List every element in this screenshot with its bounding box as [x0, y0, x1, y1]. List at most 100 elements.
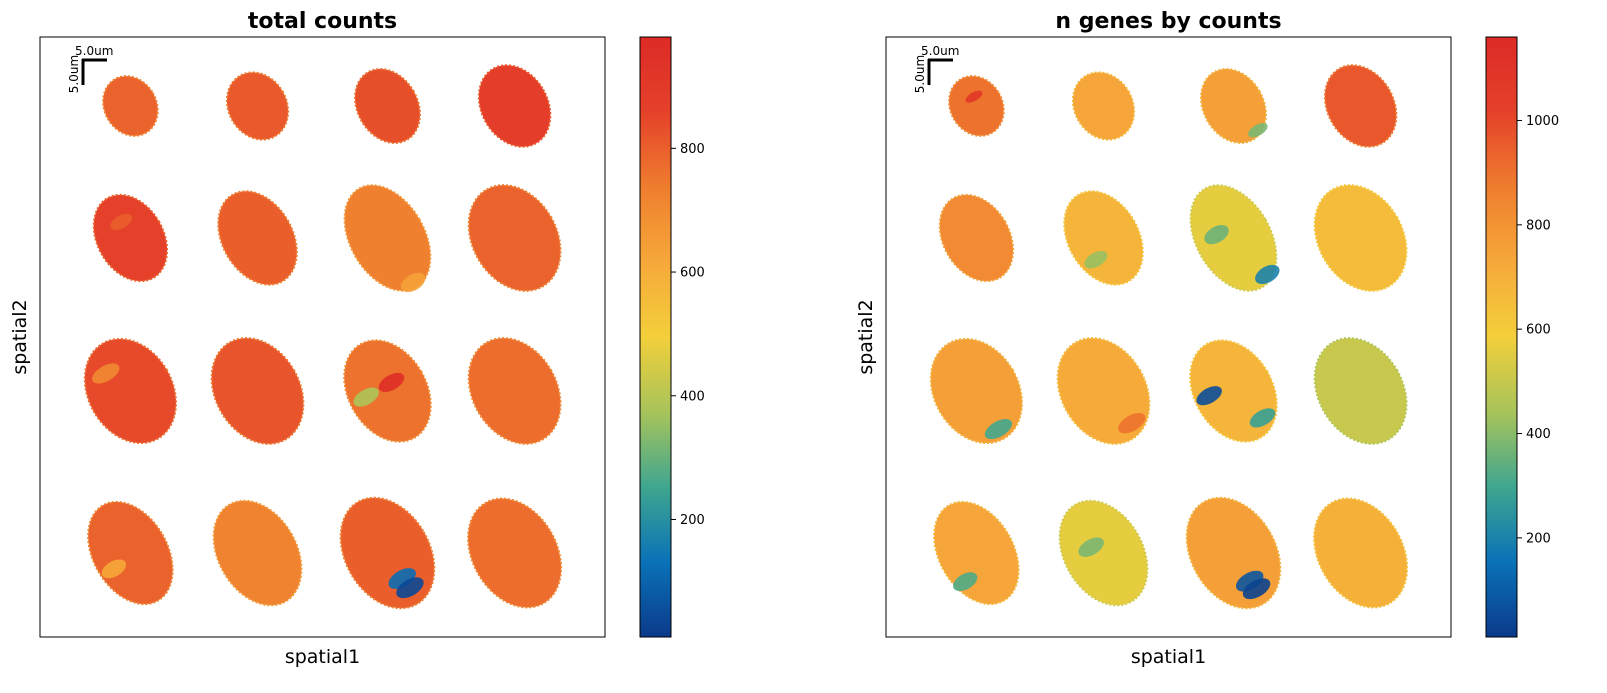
sample-r3c4: [1313, 337, 1408, 445]
colorbar: 200 400 600 800 1000: [1485, 36, 1559, 638]
colorbar-gradient: [639, 36, 672, 638]
scalebar-y-label: 5.0um: [913, 55, 927, 93]
sample-r3c1: [929, 337, 1023, 445]
y-axis-label: spatial2: [9, 299, 31, 374]
sample-r4c1: [933, 500, 1020, 606]
sample-tissue: [102, 75, 159, 137]
colorbar-tick-label: 600: [680, 266, 705, 281]
sample-tissue: [1323, 64, 1398, 148]
value-region: [400, 272, 426, 293]
sample-r1c3: [353, 68, 421, 144]
sample-r2c3: [1189, 184, 1280, 292]
sample-tissue: [929, 337, 1023, 445]
value-region: [953, 572, 978, 592]
sample-r4c3: [1185, 496, 1282, 610]
value-region: [1204, 225, 1229, 245]
sample-tissue: [212, 499, 303, 607]
value-region: [1084, 250, 1108, 269]
sample-r3c1: [83, 337, 177, 445]
sample-r2c4: [1313, 184, 1408, 292]
sample-tissue: [343, 184, 432, 292]
sample-tissue: [1071, 71, 1136, 141]
sample-r3c2: [210, 337, 305, 445]
sample-tissue: [225, 71, 290, 141]
sample-r4c3: [339, 496, 436, 610]
sample-r1c3: [1199, 68, 1268, 144]
sample-r3c2: [1056, 337, 1151, 445]
value-region: [1078, 537, 1104, 557]
value-region: [110, 213, 132, 231]
sample-r1c4: [477, 64, 552, 148]
sample-tissue: [87, 500, 174, 606]
value-region: [101, 559, 127, 579]
sample-r4c4: [467, 497, 563, 609]
sample-r1c2: [1071, 71, 1136, 141]
value-region: [965, 90, 983, 103]
sample-r4c4: [1313, 497, 1409, 609]
sample-r3c4: [467, 337, 562, 445]
sample-tissue: [1063, 190, 1144, 286]
chart-title: total counts: [248, 9, 397, 34]
sample-r4c2: [212, 499, 303, 607]
sample-r2c3: [343, 184, 432, 293]
x-axis-label: spatial1: [285, 646, 360, 668]
scalebar-y-label: 5.0um: [67, 55, 81, 93]
sample-tissue: [948, 75, 1005, 137]
sample-r2c2: [217, 190, 298, 286]
value-region: [92, 363, 120, 384]
colorbar-tick-label: 1000: [1526, 114, 1559, 129]
sample-tissue: [467, 497, 563, 609]
sample-r2c1: [92, 193, 169, 283]
y-axis-label: spatial2: [855, 299, 877, 374]
sample-tissue: [1199, 68, 1267, 144]
sample-r3c3: [343, 339, 432, 443]
sample-r1c1: [948, 75, 1005, 137]
colorbar-tick-label: 600: [1526, 323, 1551, 338]
sample-tissue: [1313, 337, 1408, 445]
sample-tissue: [1058, 499, 1149, 607]
sample-tissue: [92, 193, 169, 283]
value-region: [984, 419, 1013, 440]
value-region: [396, 577, 424, 599]
colorbar: 200 400 600 800: [639, 36, 705, 638]
sample-tissue: [467, 184, 562, 292]
value-region: [1242, 578, 1271, 600]
colorbar-tick-label: 200: [1526, 531, 1551, 546]
scalebar-x-label: 5.0um: [75, 44, 113, 58]
sample-tissue: [1313, 497, 1409, 609]
sample-tissue: [353, 68, 421, 144]
sample-tissue: [217, 190, 298, 286]
sample-tissue: [933, 500, 1020, 606]
sample-r2c1: [938, 193, 1015, 283]
sample-tissue: [467, 337, 562, 445]
value-region: [1248, 123, 1268, 138]
sample-tissue: [210, 337, 305, 445]
colorbar-tick-label: 400: [680, 389, 705, 404]
sample-r4c1: [87, 500, 174, 606]
value-region: [378, 372, 405, 393]
sample-r3c3: [1189, 339, 1278, 443]
scalebar-x-label: 5.0um: [921, 44, 959, 58]
value-region: [1196, 386, 1222, 406]
sample-tissue: [1189, 184, 1278, 292]
sample-r2c2: [1063, 190, 1144, 286]
panel-2: n genes by counts spatial1 spatial2 5.0um5.…: [855, 9, 1559, 668]
x-axis-label: spatial1: [1131, 646, 1206, 668]
sample-r1c4: [1323, 64, 1398, 148]
value-region: [1118, 413, 1146, 434]
sample-r1c1: [102, 75, 159, 137]
sample-r1c2: [225, 71, 290, 141]
value-region: [353, 387, 379, 407]
colorbar-gradient: [1485, 36, 1518, 638]
sample-r2c4: [467, 184, 562, 292]
colorbar-tick-label: 400: [1526, 427, 1551, 442]
sample-tissue: [938, 193, 1015, 283]
value-region: [1255, 264, 1280, 285]
sample-tissue: [477, 64, 552, 148]
chart-title: n genes by counts: [1055, 9, 1281, 34]
value-region: [1249, 408, 1276, 428]
sample-r4c2: [1058, 499, 1149, 607]
